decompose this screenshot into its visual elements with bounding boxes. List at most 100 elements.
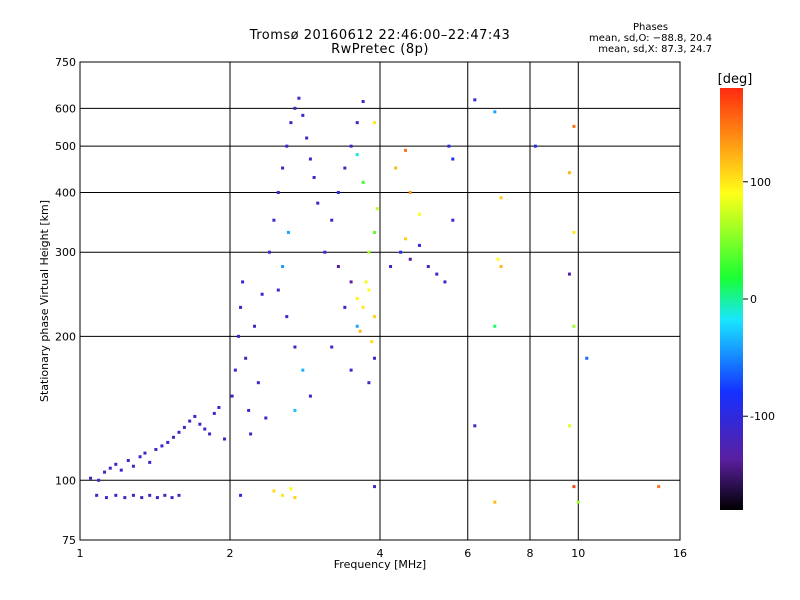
data-point (244, 356, 248, 360)
data-point (403, 237, 407, 241)
data-point (361, 180, 365, 184)
data-point (286, 230, 290, 234)
data-point (256, 381, 260, 385)
data-point (493, 110, 497, 114)
data-point (585, 356, 589, 360)
data-point (177, 493, 181, 497)
data-point (399, 250, 403, 254)
data-point (417, 243, 421, 247)
data-point (375, 207, 379, 211)
data-point (163, 493, 167, 497)
data-point (572, 485, 576, 489)
data-point (272, 218, 276, 222)
data-point (281, 493, 285, 497)
data-point (493, 500, 497, 504)
data-point (330, 345, 334, 349)
y-tick-label: 100 (55, 474, 76, 487)
y-axis-label: Stationary phase Virtual Height [km] (38, 200, 51, 402)
data-point (389, 265, 393, 269)
data-point (126, 458, 130, 462)
colorbar (720, 88, 743, 510)
x-tick-label: 16 (673, 547, 687, 560)
phase-stats-x: mean, sd,X: 87.3, 24.7 (598, 44, 712, 55)
x-tick-label: 10 (571, 547, 585, 560)
data-point (154, 447, 158, 451)
data-point (208, 432, 212, 436)
data-point (451, 218, 455, 222)
data-point (293, 496, 297, 500)
data-point (567, 272, 571, 276)
data-point (104, 496, 108, 500)
data-point (160, 444, 164, 448)
data-point (572, 324, 576, 328)
data-point (408, 190, 412, 194)
data-point (247, 408, 251, 412)
data-point (301, 113, 305, 117)
data-point (198, 422, 202, 426)
y-tick-label: 75 (62, 534, 76, 547)
data-point (373, 356, 377, 360)
x-tick-label: 4 (377, 547, 384, 560)
data-point (203, 427, 207, 431)
data-point (355, 324, 359, 328)
data-point (473, 98, 477, 102)
data-point (89, 476, 93, 480)
data-point (140, 496, 144, 500)
data-point (188, 419, 192, 423)
data-point (305, 136, 309, 140)
data-point (170, 496, 174, 500)
data-point (493, 324, 497, 328)
data-point (394, 166, 398, 170)
y-tick-label: 600 (55, 102, 76, 115)
data-point (373, 485, 377, 489)
data-point (657, 485, 661, 489)
data-point (373, 121, 377, 125)
data-point (361, 100, 365, 104)
data-point (473, 424, 477, 428)
data-point (349, 280, 353, 284)
data-point (171, 435, 175, 439)
data-point (103, 470, 107, 474)
data-point (223, 437, 227, 441)
data-point (249, 432, 253, 436)
data-point (499, 265, 503, 269)
x-tick-label: 1 (77, 547, 84, 560)
data-point (114, 493, 118, 497)
data-point (233, 368, 237, 372)
data-point (276, 288, 280, 292)
data-point (301, 368, 305, 372)
data-point (367, 381, 371, 385)
data-point (343, 166, 347, 170)
phase-stats-o: mean, sd,O: −88.8, 20.4 (589, 33, 712, 44)
data-point (308, 394, 312, 398)
data-point (97, 478, 101, 482)
data-point (193, 414, 197, 418)
data-point (373, 315, 377, 319)
data-point (312, 175, 316, 179)
data-point (267, 250, 271, 254)
data-point (289, 121, 293, 125)
data-point (403, 148, 407, 152)
data-point (330, 218, 334, 222)
x-tick-label: 6 (464, 547, 471, 560)
data-point (217, 405, 221, 409)
data-point (119, 468, 123, 472)
data-point (367, 288, 371, 292)
data-point (426, 265, 430, 269)
data-point (355, 121, 359, 125)
colorbar-tick-label: 0 (750, 293, 757, 306)
data-point (264, 416, 268, 420)
y-tick-label: 400 (55, 186, 76, 199)
data-point (289, 487, 293, 491)
data-point (148, 460, 152, 464)
data-point (131, 464, 135, 468)
x-tick-label: 2 (227, 547, 234, 560)
data-point (177, 430, 181, 434)
data-point (285, 144, 289, 148)
data-point (281, 265, 285, 269)
data-points (89, 96, 661, 504)
data-point (297, 96, 301, 100)
data-point (239, 305, 243, 309)
data-point (253, 324, 257, 328)
